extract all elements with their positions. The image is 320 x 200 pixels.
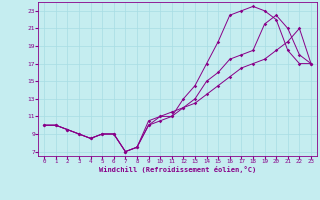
X-axis label: Windchill (Refroidissement éolien,°C): Windchill (Refroidissement éolien,°C) xyxy=(99,166,256,173)
